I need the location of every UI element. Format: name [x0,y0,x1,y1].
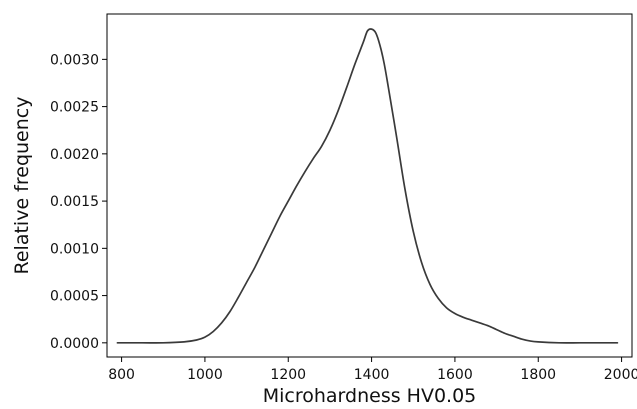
x-axis-ticks: 800 1000 1200 1400 1600 1800 2000 [108,357,637,383]
series-layer [116,28,619,344]
x-tick-label: 2000 [604,367,637,383]
y-tick-label: 0.0005 [50,289,99,305]
x-tick-label: 1400 [354,367,390,383]
y-tick-label: 0.0015 [50,194,99,210]
x-tick-label: 1200 [270,367,306,383]
y-tick-label: 0.0000 [50,336,99,352]
x-tick-label: 800 [108,367,135,383]
density-curve [116,28,619,344]
y-tick-label: 0.0020 [50,147,99,163]
y-axis-title: Relative frequency [11,97,33,275]
y-tick-label: 0.0010 [50,241,99,257]
y-tick-label: 0.0025 [50,100,99,116]
x-tick-label: 1600 [437,367,473,383]
x-axis-title: Microhardness HV0.05 [263,385,477,407]
x-tick-label: 1800 [520,367,556,383]
y-axis-ticks: 0.0000 0.0005 0.0010 0.0015 0.0020 0.0025 0.00… [50,52,107,352]
plot-area-frame [106,13,633,358]
x-tick-label: 1000 [187,367,223,383]
y-tick-label: 0.0030 [50,52,99,68]
